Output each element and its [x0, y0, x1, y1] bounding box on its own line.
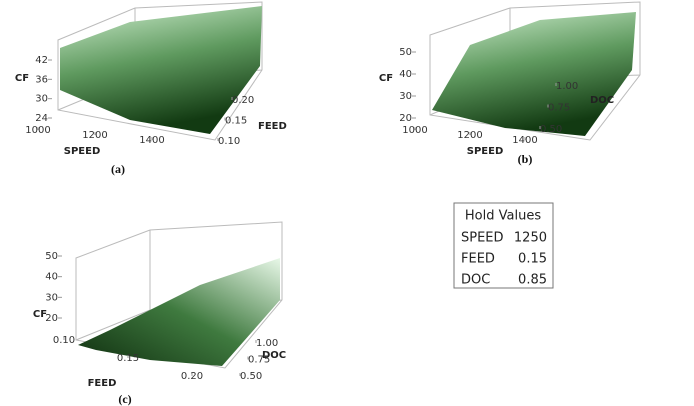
x-tick-label: 0.10 [53, 335, 75, 346]
y-axis-label: DOC [590, 95, 614, 106]
z-tick-label: 30 [399, 91, 412, 102]
z-tick-label: 50 [45, 251, 58, 262]
x-tick-label: 1400 [139, 135, 164, 146]
z-axis-label: CF [33, 309, 47, 320]
x-tick-label: 0.15 [117, 353, 139, 364]
x-axis-label: FEED [88, 378, 117, 389]
z-tick-label: 30 [45, 292, 58, 303]
y-tick-label: 0.50 [240, 371, 262, 382]
y-tick-label: 0.50 [540, 124, 562, 135]
surface [432, 12, 636, 136]
hold-values-box [453, 202, 554, 289]
z-axis-label: CF [379, 73, 393, 84]
y-tick-label: 0.15 [225, 116, 247, 127]
y-tick-label: 1.00 [256, 338, 278, 349]
plot-box [429, 1, 641, 141]
z-tick-label: 30 [35, 94, 48, 105]
y-tick-label: 0.75 [248, 355, 270, 366]
z-tick-label: 40 [45, 272, 58, 283]
x-axis-label: SPEED [64, 146, 101, 157]
caption: (b) [518, 152, 533, 166]
x-tick-label: 1400 [512, 135, 537, 146]
z-tick-label: 20 [45, 313, 58, 324]
y-tick-label: 1.00 [556, 81, 578, 92]
x-tick-label: 1000 [25, 125, 50, 136]
hold-name: DOC [461, 273, 490, 288]
hold-name: FEED [461, 252, 495, 267]
y-tick-label: 0.20 [232, 95, 254, 106]
x-axis-label: SPEED [467, 146, 504, 157]
z-tick-label: 20 [399, 113, 412, 124]
z-tick-label: 40 [399, 69, 412, 80]
z-tick-label: 42 [35, 55, 48, 66]
surface [78, 258, 280, 366]
hold-values-title: Hold Values [465, 209, 541, 224]
hold-name: SPEED [461, 231, 504, 246]
z-axis-label: CF [15, 73, 29, 84]
z-tick-label: 36 [35, 74, 48, 85]
y-axis-label: FEED [258, 121, 287, 132]
x-tick-label: 1000 [402, 125, 427, 136]
y-tick-label: 0.10 [218, 136, 240, 147]
x-tick-label: 0.20 [181, 371, 203, 382]
z-tick-label: 50 [399, 47, 412, 58]
hold-value: 0.85 [518, 273, 547, 288]
y-axis-label: DOC [262, 350, 286, 361]
caption: (a) [111, 162, 125, 176]
hold-value: 1250 [514, 231, 547, 246]
hold-value: 0.15 [518, 252, 547, 267]
caption: (c) [118, 392, 131, 406]
z-tick-label: 24 [35, 113, 48, 124]
plot-box [75, 221, 283, 369]
y-tick-label: 0.75 [548, 103, 570, 114]
plot-box [57, 1, 263, 141]
surface [60, 6, 262, 134]
x-tick-label: 1200 [82, 130, 107, 141]
x-tick-label: 1200 [457, 130, 482, 141]
